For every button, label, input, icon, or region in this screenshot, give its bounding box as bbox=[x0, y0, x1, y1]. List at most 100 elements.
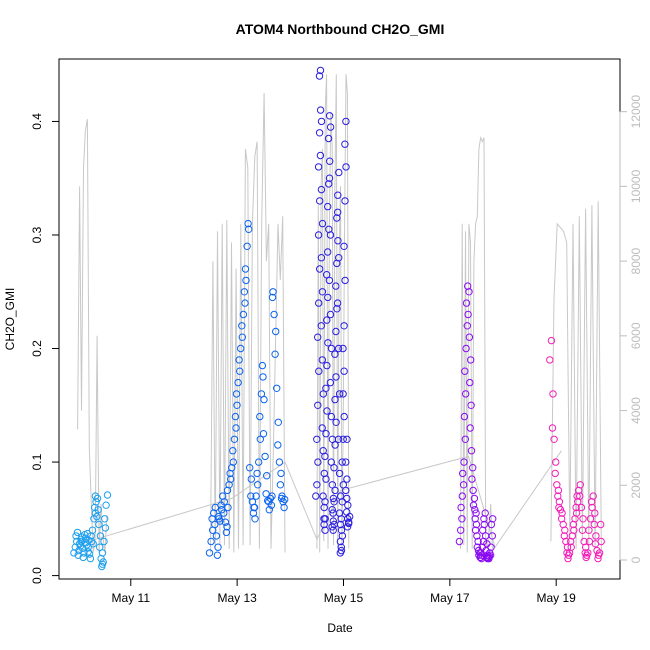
data-point bbox=[268, 293, 277, 302]
data-point bbox=[237, 344, 245, 353]
data-point bbox=[230, 435, 239, 443]
x-tick-label: May 17 bbox=[430, 591, 470, 605]
data-point bbox=[322, 475, 330, 483]
data-point bbox=[324, 202, 332, 211]
data-point bbox=[258, 361, 267, 370]
data-point bbox=[223, 523, 231, 531]
data-point bbox=[332, 282, 340, 290]
data-point bbox=[268, 492, 276, 500]
data-point bbox=[550, 435, 558, 443]
data-point bbox=[320, 503, 328, 512]
data-point bbox=[240, 288, 249, 296]
data-point bbox=[474, 537, 482, 546]
data-point bbox=[586, 515, 595, 523]
data-point bbox=[316, 265, 324, 273]
x-tick-label: May 15 bbox=[324, 591, 364, 605]
data-point bbox=[595, 549, 604, 557]
data-point bbox=[337, 526, 346, 534]
data-point bbox=[325, 276, 334, 285]
data-point bbox=[459, 481, 468, 489]
data-point bbox=[335, 390, 344, 398]
data-point bbox=[320, 520, 328, 529]
data-point bbox=[329, 517, 337, 525]
data-point bbox=[220, 509, 228, 517]
data-point bbox=[255, 458, 263, 466]
data-point bbox=[552, 458, 560, 466]
data-point bbox=[325, 180, 333, 188]
series-1-points bbox=[70, 491, 112, 571]
data-point bbox=[467, 356, 475, 364]
data-point bbox=[213, 551, 222, 559]
y2-tick-label: 8000 bbox=[629, 247, 643, 274]
data-point bbox=[242, 276, 250, 285]
data-point bbox=[261, 452, 269, 461]
data-point bbox=[333, 299, 342, 307]
data-point bbox=[102, 501, 110, 509]
data-point bbox=[591, 509, 599, 517]
data-point bbox=[245, 225, 253, 234]
data-point bbox=[341, 140, 349, 148]
data-point bbox=[577, 503, 586, 512]
data-point bbox=[314, 333, 322, 341]
data-point bbox=[457, 503, 465, 512]
data-point bbox=[335, 254, 343, 262]
y-tick-label: 0.3 bbox=[30, 226, 44, 243]
altitude-trace-segment-1 bbox=[77, 119, 108, 553]
data-point bbox=[340, 322, 348, 330]
data-point bbox=[462, 299, 471, 307]
data-point bbox=[93, 512, 101, 521]
data-point bbox=[212, 532, 221, 540]
data-point bbox=[323, 407, 331, 415]
data-point bbox=[84, 548, 92, 556]
data-point bbox=[342, 117, 350, 126]
data-point bbox=[91, 492, 100, 500]
data-point bbox=[231, 412, 240, 421]
data-point bbox=[462, 344, 470, 353]
data-point bbox=[567, 543, 575, 551]
data-point bbox=[317, 254, 326, 262]
data-point bbox=[321, 452, 329, 461]
data-point bbox=[597, 537, 605, 546]
data-point bbox=[462, 390, 470, 398]
data-point bbox=[330, 498, 338, 506]
data-point bbox=[464, 310, 472, 319]
data-point bbox=[227, 475, 235, 483]
data-point bbox=[318, 424, 326, 432]
data-point bbox=[318, 288, 327, 296]
data-point bbox=[470, 494, 479, 503]
y2-tick-label: 12000 bbox=[629, 95, 643, 129]
data-point bbox=[323, 316, 331, 324]
data-point bbox=[593, 546, 601, 555]
data-point bbox=[103, 491, 112, 499]
data-point bbox=[332, 327, 340, 336]
data-point bbox=[221, 518, 230, 526]
y-axis-right: 0 2000 4000 6000 8000 10000 12000 bbox=[619, 95, 643, 563]
series-4-points bbox=[455, 282, 497, 563]
data-point bbox=[259, 373, 267, 381]
data-point bbox=[468, 475, 476, 483]
data-point bbox=[473, 532, 481, 540]
data-point bbox=[205, 549, 214, 557]
data-point bbox=[229, 458, 238, 466]
data-point bbox=[325, 112, 334, 120]
data-point bbox=[252, 492, 260, 500]
chart-title: ATOM4 Northbound CH2O_GMI bbox=[236, 21, 445, 37]
data-point bbox=[101, 515, 109, 523]
data-point bbox=[315, 367, 323, 375]
data-point bbox=[471, 506, 479, 514]
data-point bbox=[235, 356, 243, 364]
data-point bbox=[465, 333, 474, 341]
data-point bbox=[461, 367, 469, 375]
data-point bbox=[314, 163, 323, 171]
data-point bbox=[570, 526, 578, 534]
data-point bbox=[576, 492, 584, 500]
data-point bbox=[469, 501, 478, 509]
data-point bbox=[313, 435, 321, 443]
data-point bbox=[561, 526, 569, 534]
series-5-points bbox=[546, 336, 605, 563]
data-point bbox=[279, 498, 287, 506]
data-point bbox=[236, 367, 244, 375]
data-point bbox=[98, 549, 107, 557]
data-point bbox=[339, 390, 347, 398]
data-point bbox=[459, 469, 467, 478]
